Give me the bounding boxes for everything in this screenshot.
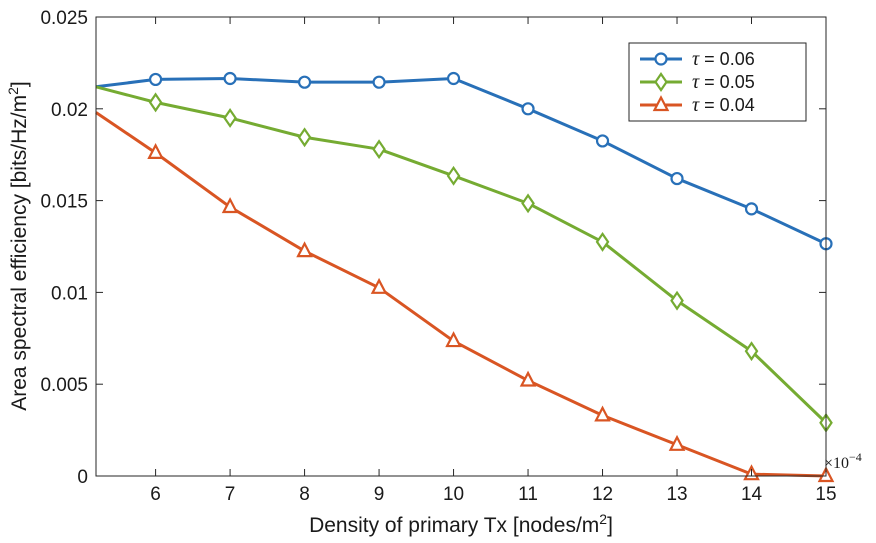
y-tick-label: 0.01: [51, 283, 88, 304]
data-point: [670, 290, 684, 311]
x-tick-label: 15: [815, 484, 836, 505]
data-point: [744, 341, 759, 362]
data-point: [148, 72, 163, 87]
data-point: [521, 193, 535, 214]
ticks-layer: 6 7 8 9 10 11 12 13 14 15 0 0.005 0.01 0.015 0.02 0.025: [40, 8, 836, 505]
data-point: [595, 134, 610, 148]
data-point: [223, 71, 237, 86]
data-point: [594, 405, 611, 422]
x-tick-label: 9: [374, 484, 385, 505]
legend-label: τ = 0.04: [692, 94, 755, 116]
data-point: [446, 165, 461, 186]
data-point: [297, 127, 312, 148]
y-tick-label: 0: [77, 467, 88, 488]
legend-marker: [652, 95, 670, 112]
legend-marker: [654, 72, 668, 92]
series-3: [95, 111, 835, 483]
series-2: [95, 85, 833, 433]
data-point: [148, 92, 163, 113]
data-point: [297, 75, 312, 89]
x-axis-title: Density of primary Tx [nodes/m2]: [309, 511, 613, 537]
x-tick-label: 12: [592, 484, 613, 505]
data-point: [519, 370, 537, 387]
x-tick-label: 8: [299, 484, 310, 505]
x-axis-multiplier: ×10−4: [824, 450, 862, 472]
data-point: [147, 142, 164, 159]
x-tick-label: 11: [518, 484, 538, 505]
plot-frame: [95, 16, 827, 477]
data-point: [296, 241, 313, 258]
y-tick-label: 0.015: [40, 192, 88, 213]
data-point: [372, 139, 386, 160]
legend-label: τ = 0.05: [692, 71, 755, 93]
legend-label: τ = 0.06: [692, 48, 755, 70]
y-tick-label: 0.005: [40, 375, 88, 396]
data-point: [595, 231, 610, 252]
data-point: [370, 277, 388, 294]
series-layer: [95, 71, 835, 483]
x-tick-label: 14: [741, 484, 763, 505]
data-point: [221, 197, 239, 214]
legend: τ = 0.06τ = 0.05τ = 0.04: [628, 42, 807, 122]
data-point: [223, 108, 237, 128]
y-tick-label: 0.025: [40, 8, 88, 29]
data-point: [521, 102, 535, 116]
data-point: [372, 75, 386, 89]
x-tick-label: 6: [150, 484, 161, 505]
series-1: [95, 71, 833, 251]
data-point: [670, 171, 684, 186]
data-point: [744, 202, 759, 216]
data-point: [668, 434, 686, 451]
data-point: [446, 71, 461, 86]
y-axis-title: Area spectral efficiency [bits/Hz/m2]: [5, 81, 31, 411]
legend-marker: [654, 52, 668, 66]
x-tick-label: 7: [225, 484, 236, 505]
x-tick-label: 13: [666, 484, 687, 505]
y-tick-label: 0.02: [51, 100, 88, 121]
data-point: [445, 331, 462, 348]
x-tick-label: 10: [443, 484, 464, 505]
